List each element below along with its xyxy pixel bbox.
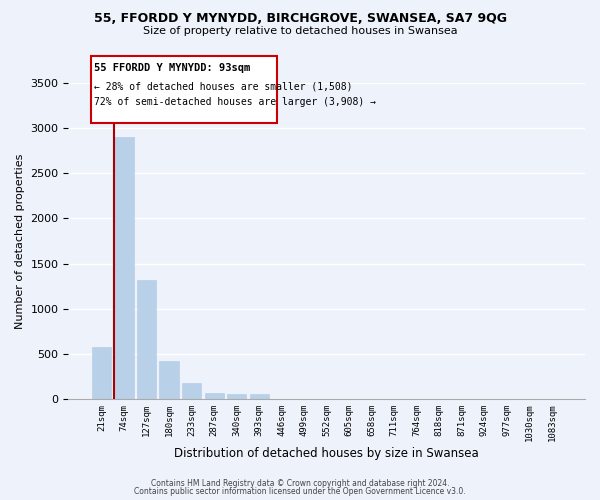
Bar: [92, 346, 111, 399]
Bar: [227, 394, 246, 399]
Bar: [205, 393, 224, 399]
Y-axis label: Number of detached properties: Number of detached properties: [15, 154, 25, 328]
Text: 55, FFORDD Y MYNYDD, BIRCHGROVE, SWANSEA, SA7 9QG: 55, FFORDD Y MYNYDD, BIRCHGROVE, SWANSEA…: [94, 12, 506, 26]
Text: 55 FFORDD Y MYNYDD: 93sqm: 55 FFORDD Y MYNYDD: 93sqm: [94, 63, 250, 73]
Text: Contains HM Land Registry data © Crown copyright and database right 2024.: Contains HM Land Registry data © Crown c…: [151, 478, 449, 488]
Bar: [115, 137, 134, 399]
Bar: [160, 362, 179, 399]
Bar: [137, 280, 156, 399]
Text: ← 28% of detached houses are smaller (1,508): ← 28% of detached houses are smaller (1,…: [94, 81, 353, 91]
X-axis label: Distribution of detached houses by size in Swansea: Distribution of detached houses by size …: [175, 447, 479, 460]
Text: Contains public sector information licensed under the Open Government Licence v3: Contains public sector information licen…: [134, 487, 466, 496]
FancyBboxPatch shape: [91, 56, 277, 122]
Text: Size of property relative to detached houses in Swansea: Size of property relative to detached ho…: [143, 26, 457, 36]
Text: 72% of semi-detached houses are larger (3,908) →: 72% of semi-detached houses are larger (…: [94, 98, 376, 108]
Bar: [182, 383, 201, 399]
Bar: [250, 394, 269, 399]
